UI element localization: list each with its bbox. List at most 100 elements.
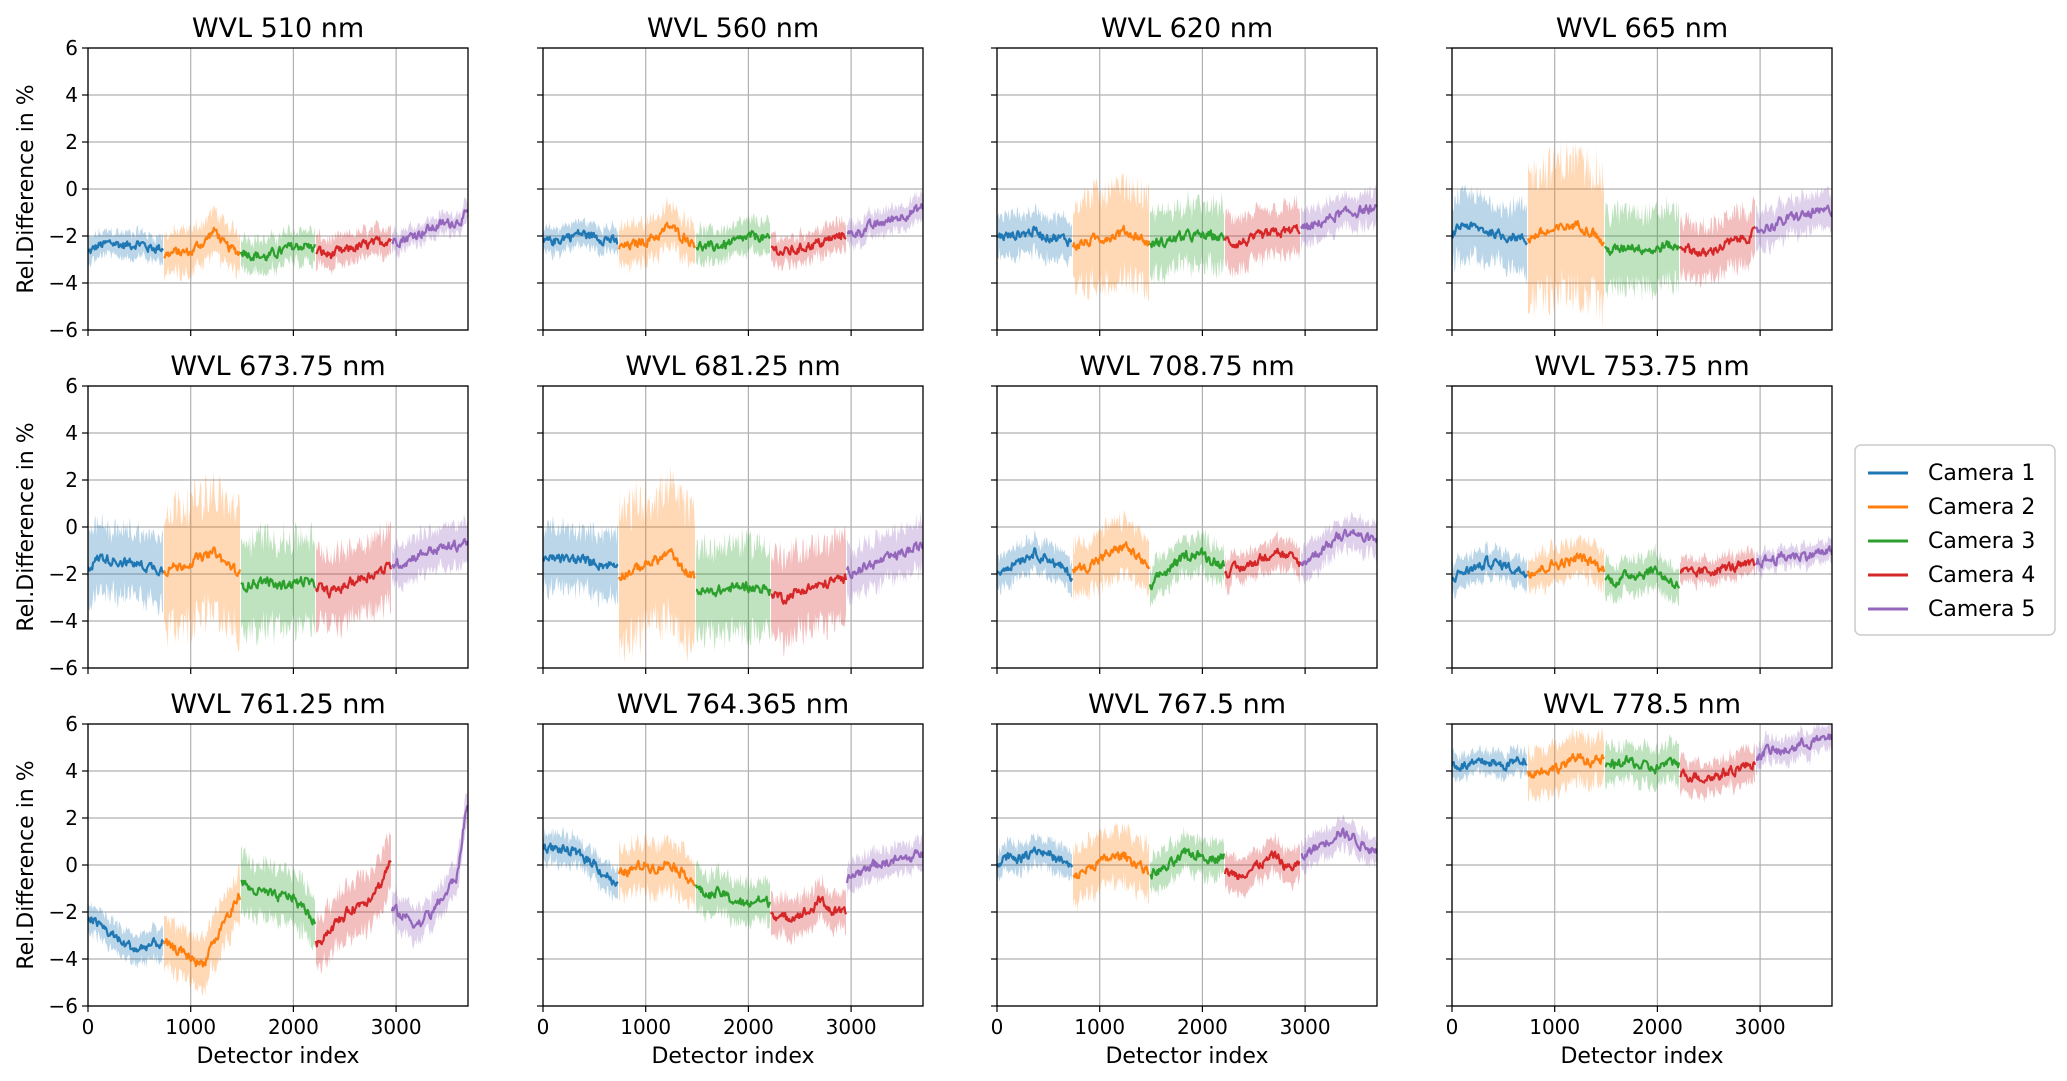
subplot-4: WVL 665 nm [1446,13,1833,336]
series-line-camera-1 [88,239,164,255]
series-line-camera-3 [694,884,772,908]
legend-frame [1854,444,2056,636]
series-line-camera-2 [617,859,696,887]
y-axis-label: Rel.Difference in % [14,84,39,293]
x-tick-label: 1000 [165,1015,216,1039]
y-axis-label: Rel.Difference in % [14,422,39,631]
y-tick-label: −4 [49,271,78,295]
subplot-title: WVL 753.75 nm [1534,351,1749,382]
series-line-camera-3 [1148,547,1226,591]
series-band-camera-5 [392,515,468,593]
ticks: −6 −4 −2 0 2 4 6 0 1000 2000 3000 [49,712,422,1039]
ticks [537,385,852,674]
grid [542,47,923,331]
series-line-camera-5 [1299,528,1377,567]
ticks: 0 1000 2000 3000 [1446,723,1786,1039]
series-line-camera-1 [88,553,165,577]
subplot-title: WVL 708.75 nm [1079,351,1294,382]
series-band-camera-2 [1073,822,1149,913]
series-line-camera-2 [162,892,242,968]
series-line-camera-2 [1526,552,1606,579]
plot-area [1452,140,1832,330]
series-line-camera-4 [1223,850,1301,881]
series-line-camera-3 [1604,755,1681,775]
series-band-camera-4 [316,519,391,640]
y-tick-label: −6 [49,656,78,680]
y-tick-label: 0 [65,177,78,201]
series-band-camera-1 [543,217,618,262]
series-band-camera-2 [1073,510,1149,604]
x-tick-label: 1000 [1074,1015,1125,1039]
plot-area [88,788,468,996]
series-line-camera-2 [1071,541,1151,575]
series-band-camera-2 [619,466,695,664]
series-line-camera-5 [1754,204,1832,235]
series-line-camera-2 [1526,752,1605,779]
x-tick-label: 3000 [1735,1015,1786,1039]
y-tick-label: −4 [49,947,78,971]
series-band-camera-5 [1301,511,1377,585]
series-line-camera-4 [1224,547,1302,579]
series-line-camera-2 [162,546,242,578]
legend-label: Camera 4 [1928,563,2035,588]
y-tick-label: 4 [65,421,78,445]
series-line-camera-3 [1604,565,1681,590]
series-line-camera-2 [163,226,241,259]
legend-label: Camera 1 [1928,461,2035,486]
series-line-camera-4 [1679,761,1757,784]
y-tick-label: 4 [65,83,78,107]
series-line-camera-2 [1071,224,1151,251]
y-tick-label: 4 [65,759,78,783]
x-tick-label: 2000 [1632,1015,1683,1039]
series-band-camera-2 [164,864,240,996]
series-band-camera-2 [164,472,240,652]
x-tick-label: 0 [82,1015,95,1039]
series-band-camera-1 [997,203,1072,268]
series-line-camera-4 [770,573,848,605]
subplot-10: 0 1000 2000 3000 Detector index WVL 764.365 n… [537,689,924,1069]
series-band-camera-2 [1528,140,1604,330]
series-band-camera-1 [1452,540,1527,600]
series-line-camera-1 [88,916,165,953]
series-line-camera-1 [1452,555,1528,583]
series-line-camera-1 [1452,756,1528,772]
series-band-camera-5 [1301,814,1377,876]
series-line-camera-5 [390,538,468,569]
subplot-title: WVL 761.25 nm [170,689,385,720]
y-tick-label: −2 [49,900,78,924]
series-line-camera-5 [1300,204,1377,231]
series-line-camera-4 [770,232,847,256]
series-line-camera-4 [1223,224,1301,249]
y-tick-label: 2 [65,468,78,492]
series-band-camera-3 [1605,195,1679,302]
x-tick-label: 1000 [620,1015,671,1039]
x-tick-label: 3000 [1280,1015,1331,1039]
series-line-camera-1 [997,846,1074,868]
series-line-camera-3 [695,229,771,252]
series-band-camera-2 [1528,533,1604,596]
series-band-camera-4 [771,873,846,945]
series-line-camera-5 [1755,733,1832,762]
legend-label: Camera 3 [1928,529,2035,554]
legend-entry-camera-4: Camera 4 [1868,563,2035,588]
series-band-camera-3 [1150,528,1224,608]
series-band-camera-4 [1680,742,1755,803]
plot-area [88,472,468,652]
y-axis-label: Rel.Difference in % [14,760,39,969]
series-line-camera-2 [617,221,696,251]
series-line-camera-5 [845,849,923,884]
ticks [537,47,852,336]
legend-entry-camera-2: Camera 2 [1868,495,2035,520]
subplot-12: 0 1000 2000 3000 Detector index WVL 778.5 nm [1446,689,1833,1069]
y-tick-label: 2 [65,806,78,830]
y-tick-label: 0 [65,515,78,539]
series-band-camera-4 [316,831,391,975]
series-line-camera-2 [617,547,696,582]
y-tick-label: −4 [49,609,78,633]
plot-area [543,466,923,664]
ticks [1446,385,1761,674]
legend-entry-camera-1: Camera 1 [1868,461,2035,486]
subplot-title: WVL 673.75 nm [170,351,385,382]
series-line-camera-5 [390,805,468,929]
